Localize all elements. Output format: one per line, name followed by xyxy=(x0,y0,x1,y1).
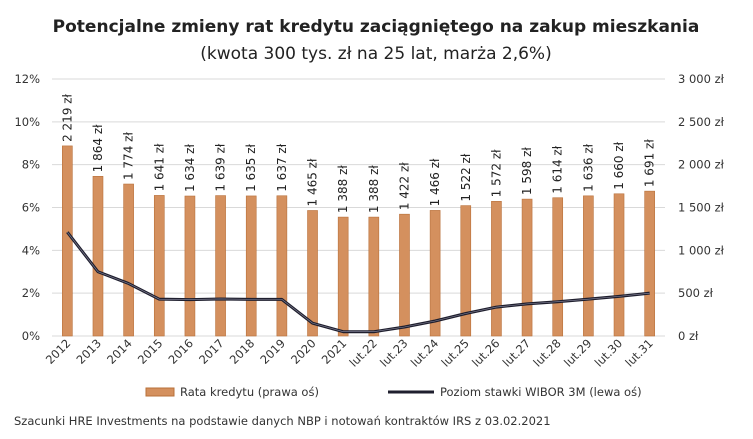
bar xyxy=(337,216,349,337)
left-tick-label: 4% xyxy=(22,243,40,257)
bar-data-label: 1 639 zł xyxy=(214,143,228,191)
x-tick-label: 2015 xyxy=(135,336,166,367)
right-tick-label: 0 zł xyxy=(678,329,699,343)
bar-data-label: 1 660 zł xyxy=(612,141,626,189)
x-tick-label: lut.30 xyxy=(592,336,625,369)
bar xyxy=(123,183,134,337)
bar-data-label: 1 614 zł xyxy=(551,145,565,193)
bar xyxy=(399,213,410,337)
bar xyxy=(460,205,472,337)
x-tick-label: 2014 xyxy=(104,336,135,367)
bar xyxy=(215,195,226,337)
left-tick-label: 12% xyxy=(14,72,40,86)
left-tick-label: 8% xyxy=(22,158,40,172)
chart-subtitle: (kwota 300 tys. zł na 25 lat, marża 2,6%… xyxy=(200,44,551,64)
x-tick-label: 2017 xyxy=(196,336,227,367)
bar xyxy=(644,190,655,337)
x-tick-label: 2020 xyxy=(288,336,319,367)
right-tick-label: 500 zł xyxy=(678,286,714,300)
bar-data-label: 1 864 zł xyxy=(91,124,105,172)
x-tick-label: 2021 xyxy=(319,336,350,367)
right-tick-label: 3 000 zł xyxy=(678,72,725,86)
x-tick-label: lut.24 xyxy=(408,336,441,369)
wibor-line-highlight xyxy=(67,231,650,333)
right-tick-label: 1 000 zł xyxy=(678,243,725,257)
legend: Rata kredytu (prawa oś) Poziom stawki WI… xyxy=(145,385,642,399)
x-tick-label: lut.28 xyxy=(530,336,563,369)
bar xyxy=(153,195,165,337)
x-tick-label: lut.25 xyxy=(438,336,471,369)
bar-data-label: 1 598 zł xyxy=(520,147,534,195)
bar xyxy=(245,195,257,337)
x-tick-label: lut.29 xyxy=(561,336,594,369)
legend-line-label: Poziom stawki WIBOR 3M (lewa oś) xyxy=(440,385,642,399)
left-tick-label: 6% xyxy=(22,201,40,215)
x-tick-label: lut.26 xyxy=(469,336,502,369)
bar-data-label: 1 465 zł xyxy=(306,158,320,206)
bar xyxy=(62,145,73,337)
bar-data-label: 1 522 zł xyxy=(459,153,473,201)
x-tick-label: 2013 xyxy=(73,336,104,367)
x-tick-label: 2012 xyxy=(43,336,74,367)
legend-bar-swatch xyxy=(145,387,175,397)
bar-data-label: 1 641 zł xyxy=(152,143,166,191)
bar xyxy=(491,201,502,337)
bar-data-label: 1 637 zł xyxy=(275,143,289,191)
bar-data-label: 1 634 zł xyxy=(183,144,197,192)
bar-data-label: 1 691 zł xyxy=(643,139,657,187)
bar-data-label: 1 635 zł xyxy=(244,143,258,191)
bar xyxy=(368,216,380,337)
legend-bar-label: Rata kredytu (prawa oś) xyxy=(180,385,319,399)
bar-data-label: 1 388 zł xyxy=(367,165,381,213)
x-tick-label: lut.31 xyxy=(622,336,655,369)
bar xyxy=(184,195,196,337)
x-tick-label: 2016 xyxy=(165,336,196,367)
left-tick-label: 10% xyxy=(14,115,40,129)
x-tick-label: lut.27 xyxy=(500,336,533,369)
x-tick-label: lut.22 xyxy=(347,336,380,369)
left-tick-label: 2% xyxy=(22,286,40,300)
bar-data-label: 1 572 zł xyxy=(489,149,503,197)
right-tick-label: 1 500 zł xyxy=(678,201,725,215)
bar-data-label: 2 219 zł xyxy=(60,93,74,141)
right-tick-label: 2 500 zł xyxy=(678,115,725,129)
bar xyxy=(613,193,625,337)
bar xyxy=(276,195,288,337)
bar-data-label: 1 636 zł xyxy=(581,143,595,191)
x-tick-label: lut.23 xyxy=(377,336,410,369)
bar-data-label: 1 388 zł xyxy=(336,165,350,213)
left-tick-label: 0% xyxy=(22,329,40,343)
x-tick-label: 2018 xyxy=(227,336,258,367)
bar-data-label: 1 422 zł xyxy=(397,162,411,210)
bar xyxy=(307,210,318,337)
x-tick-label: 2019 xyxy=(257,336,288,367)
bar xyxy=(521,198,533,337)
bar-data-label: 1 774 zł xyxy=(122,132,136,180)
chart-title: Potencjalne zmieny rat kredytu zaciągnię… xyxy=(53,17,700,37)
bar xyxy=(92,176,104,337)
bar xyxy=(583,195,594,337)
bar xyxy=(429,210,441,337)
source-note: Szacunki HRE Investments na podstawie da… xyxy=(14,414,551,428)
bar-data-label: 1 466 zł xyxy=(428,158,442,206)
bar xyxy=(552,197,564,337)
right-tick-label: 2 000 zł xyxy=(678,158,725,172)
